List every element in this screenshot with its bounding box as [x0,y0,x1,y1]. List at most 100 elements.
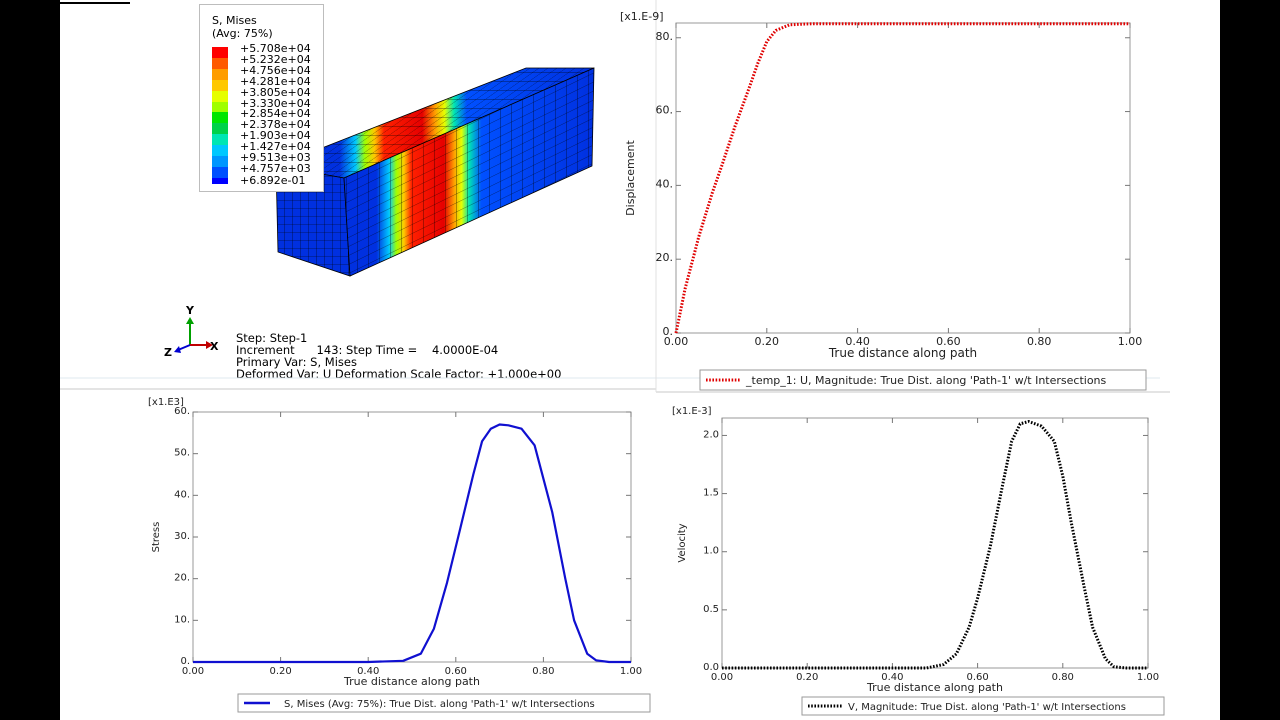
velocity-plot-frame [721,417,1149,669]
displacement-y-axis-label: Displacement [624,140,637,216]
legend-value: +4.757e+03 [240,161,311,175]
velocity-x-axis-label: True distance along path [866,681,1003,694]
stress-plot-frame [192,411,632,663]
displacement-x-tick-label: 0.60 [936,335,961,348]
legend-value: +6.892e-01 [240,173,306,187]
legend-row: +4.756e+04 [212,65,311,80]
velocity-x-tick-label: 0.40 [881,672,903,683]
stress-y-tick-label: 30. [174,531,190,542]
legend-row: +9.513e+03 [212,152,311,167]
velocity-legend-label: V, Magnitude: True Dist. along 'Path-1' … [848,702,1126,713]
stress-legend-label: S, Mises (Avg: 75%): True Dist. along 'P… [284,699,595,710]
displacement-x-tick-label: 0.20 [755,335,780,348]
stress-legend-box [237,693,651,713]
axis-triad-icon: Y X Z [164,304,219,359]
displacement-y-tick-label: 80. [656,30,674,43]
velocity-chart: 0.00 0.20 0.40 0.60 0.80 1.00 0.0 0.5 1.0 1.5 2.0 [… [672,406,1165,716]
stress-x-tick-label: 0.60 [445,666,467,677]
legend-row: +2.378e+04 [212,119,311,135]
stress-y-tick-label: 20. [174,573,190,584]
legend-swatch [212,123,228,135]
meshed-beam [274,67,595,277]
stress-chart: 0.00 0.20 0.40 0.60 0.80 1.00 0. 10. 20. 30. 40. 50… [148,397,651,713]
model-view: Y X Z Step: Step-1 Increment 143: Step T… [60,0,1220,398]
legend-value: +3.330e+04 [240,96,311,110]
legend-row: +6.892e-01 [212,175,305,189]
displacement-scale-label: [x1.E-9] [620,10,664,23]
displacement-series-line [674,22,1130,334]
displacement-x-tick-label: 0.80 [1027,335,1052,348]
stress-y-tick-label: 60. [174,406,190,417]
legend-title: S, Mises [212,14,257,27]
stress-y-tick-label: 50. [174,448,190,459]
legend-value: +2.854e+04 [240,107,311,121]
legend-value: +1.427e+04 [240,140,311,154]
velocity-y-tick-label: 0.5 [703,604,719,615]
viewport-canvas: Y X Z Step: Step-1 Increment 143: Step T… [60,0,1220,720]
displacement-x-tick-label: 1.00 [1118,335,1143,348]
legend-swatch [212,79,228,91]
velocity-y-tick-label: 0.0 [703,662,719,673]
legend-value: +9.513e+03 [240,151,311,164]
stress-series-line [193,423,631,664]
velocity-x-tick-label: 0.60 [966,672,988,683]
step-info-line3: Primary Var: S, Mises [236,355,357,369]
velocity-x-tick-label: 1.00 [1137,672,1159,683]
velocity-y-axis-label: Velocity [677,523,688,562]
displacement-x-axis-label: True distance along path [828,346,977,360]
velocity-y-tick-label: 1.5 [703,488,719,499]
legend-value: +2.378e+04 [240,118,311,132]
stress-y-axis-label: Stress [151,522,162,553]
step-info-line2: Increment 143: Step Time = 4.0000E-04 [236,343,498,357]
legend-swatch [212,134,228,146]
displacement-y-tick-label: 60. [656,104,674,117]
stress-y-tick-label: 10. [174,614,190,625]
legend-value: +5.232e+04 [240,52,311,66]
legend-swatch [212,112,228,124]
displacement-chart: 0.00 0.20 0.40 0.60 0.80 1.00 0. 20. 40. 60. 80. [x… [620,10,1147,391]
displacement-x-tick-label: 0.40 [845,335,870,348]
legend-swatch [212,177,228,184]
legend-value: +1.903e+04 [240,129,311,143]
legend-swatch [212,156,228,167]
displacement-y-tick-label: 0. [663,325,674,338]
legend-swatch [212,90,228,102]
step-info-line1: Step: Step-1 [236,331,307,345]
stress-x-tick-label: 0.00 [182,666,204,677]
displacement-legend-label: _temp_1: U, Magnitude: True Dist. along … [745,374,1107,387]
legend-row: +5.232e+04 [212,54,311,69]
stress-x-tick-label: 0.80 [532,666,554,677]
stress-x-tick-label: 1.00 [620,666,642,677]
stress-scale-label: [x1.E3] [148,397,184,408]
charts: 0.00 0.20 0.40 0.60 0.80 1.00 0. 20. 40. 60. 80. [x… [148,10,1165,716]
triad-y-label: Y [185,304,195,317]
legend-subtitle: (Avg: 75%) [212,27,273,40]
contour-legend: S, Mises (Avg: 75%) +5.708e+04 +5.232e+04… [199,4,324,192]
legend-row: +4.757e+03 [212,163,311,178]
legend-value: +3.805e+04 [240,85,311,99]
legend-row: +2.854e+04 [212,108,311,124]
legend-swatch [212,101,228,113]
velocity-scale-label: [x1.E-3] [672,406,712,417]
triad-x-label: X [210,340,219,353]
legend-swatch [212,68,228,80]
legend-value: +5.708e+04 [240,42,311,55]
legend-row: +5.708e+04 [212,43,311,58]
displacement-plot-frame [675,22,1131,334]
displacement-legend-box [699,369,1147,391]
legend-row: +3.330e+04 [212,98,311,113]
displacement-y-tick-label: 40. [656,177,674,190]
displacement-y-tick-label: 20. [656,251,674,264]
legend-row: +1.903e+04 [212,130,311,146]
stress-y-tick-label: 0. [180,656,190,667]
velocity-y-tick-label: 2.0 [703,429,719,440]
displacement-x-tick-label: 0.00 [664,335,689,348]
legend-row: +3.805e+04 [212,87,311,102]
stress-x-axis-label: True distance along path [343,675,480,688]
legend-row: +1.427e+04 [212,141,311,157]
legend-swatch [212,57,228,69]
velocity-x-tick-label: 0.80 [1052,672,1074,683]
legend-value: +4.281e+04 [240,74,311,88]
velocity-legend-box [801,696,1165,716]
legend-swatch [212,145,228,157]
